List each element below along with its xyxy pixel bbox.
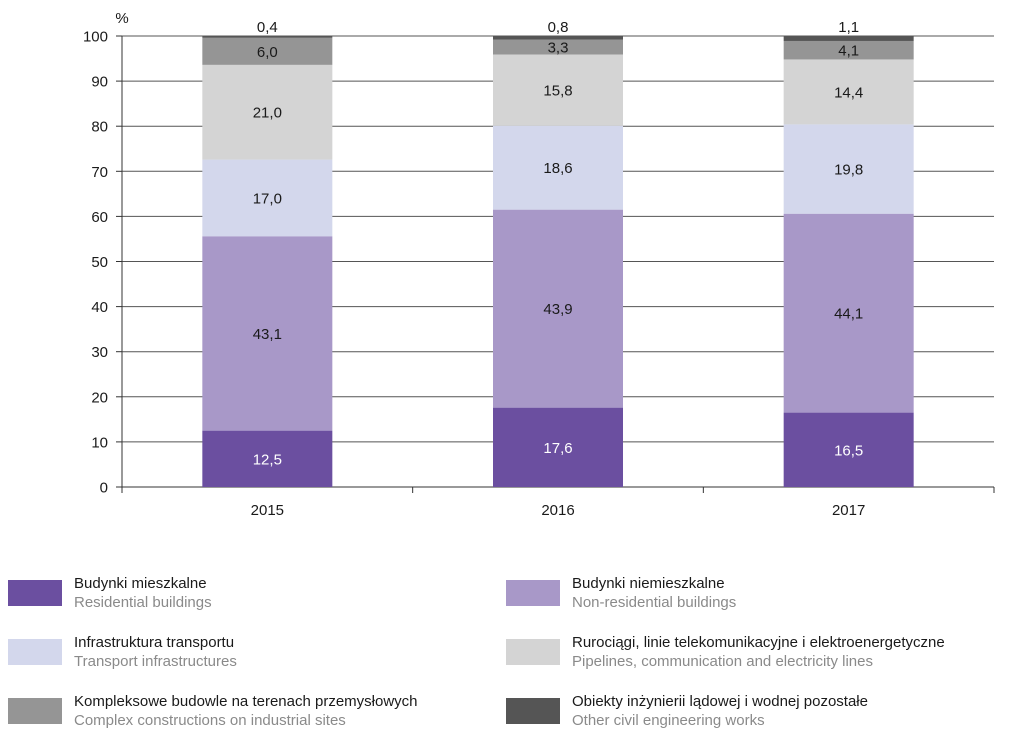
data-label: 17,6: [543, 440, 572, 457]
legend-label-en: Residential buildings: [74, 594, 212, 611]
data-label: 14,4: [834, 84, 863, 101]
legend-label-pl: Obiekty inżynierii lądowej i wodnej pozo…: [572, 693, 868, 710]
bar-segment: [493, 209, 623, 408]
data-label: 21,0: [253, 105, 282, 122]
bar-segment: [202, 159, 333, 237]
data-label: 19,8: [834, 162, 863, 179]
data-label: 43,9: [543, 301, 572, 318]
y-tick-label: 60: [91, 209, 108, 226]
bar-segment: [202, 36, 333, 38]
legend-swatch: [506, 639, 560, 665]
legend-label-pl: Budynki niemieszkalne: [572, 575, 725, 592]
legend-label: Rurociągi, linie telekomunikacyjne i ele…: [572, 633, 945, 671]
bar-segment: [783, 124, 914, 214]
y-tick-label: 20: [91, 389, 108, 406]
legend-label: Budynki mieszkalne Residential buildings: [74, 574, 212, 612]
legend-label-en: Pipelines, communication and electricity…: [572, 653, 873, 670]
y-tick-label: 80: [91, 119, 108, 136]
bar-segment: [493, 54, 623, 126]
data-label: 0,4: [257, 19, 278, 36]
legend-swatch: [8, 639, 62, 665]
legend-label-en: Transport infrastructures: [74, 653, 237, 670]
data-label: 16,5: [834, 442, 863, 459]
data-label: 43,1: [253, 326, 282, 343]
legend-swatch: [506, 698, 560, 724]
legend-swatch: [8, 698, 62, 724]
legend-label-en: Non-residential buildings: [572, 594, 737, 611]
bar-segment: [493, 407, 623, 487]
y-tick-label: 90: [91, 74, 108, 91]
bar-segment: [202, 37, 333, 65]
data-label: 3,3: [548, 40, 569, 57]
data-label: 4,1: [838, 43, 859, 60]
x-tick-label: 2016: [541, 502, 574, 519]
data-label: 17,0: [253, 190, 282, 207]
y-tick-label: 100: [83, 29, 108, 46]
legend-label-pl: Kompleksowe budowle na terenach przemysł…: [74, 693, 418, 710]
legend-label: Infrastruktura transportu Transport infr…: [74, 633, 237, 671]
legend-label-en: Other civil engineering works: [572, 712, 765, 729]
legend-swatch: [8, 580, 62, 606]
y-tick-label: 10: [91, 434, 108, 451]
legend-swatch: [506, 580, 560, 606]
legend-label: Obiekty inżynierii lądowej i wodnej pozo…: [572, 692, 868, 730]
y-tick-label: 50: [91, 254, 108, 271]
data-label: 44,1: [834, 306, 863, 323]
data-label: 12,5: [253, 451, 282, 468]
y-tick-label: 0: [100, 480, 108, 497]
bar-segment: [783, 59, 914, 125]
data-label: 6,0: [257, 44, 278, 61]
bar-segment: [493, 36, 623, 40]
data-label: 15,8: [543, 83, 572, 100]
bar-segment: [202, 236, 333, 431]
bar-segment: [783, 412, 914, 487]
y-tick-label: 40: [91, 299, 108, 316]
bar-segment: [783, 36, 914, 41]
bar-segment: [493, 125, 623, 210]
bar-segment: [202, 64, 333, 160]
x-tick-label: 2015: [251, 502, 284, 519]
y-tick-label: 30: [91, 344, 108, 361]
legend-label-pl: Budynki mieszkalne: [74, 575, 207, 592]
x-tick-label: 2017: [832, 502, 865, 519]
y-axis-label: %: [115, 10, 128, 27]
legend-label-pl: Infrastruktura transportu: [74, 634, 235, 651]
data-label: 1,1: [838, 19, 859, 36]
legend-label-pl: Rurociągi, linie telekomunikacyjne i ele…: [572, 634, 945, 651]
legend-label: Kompleksowe budowle na terenach przemysł…: [74, 692, 418, 730]
bar-segment: [493, 39, 623, 55]
legend-label-en: Complex constructions on industrial site…: [74, 712, 346, 729]
y-tick-label: 70: [91, 164, 108, 181]
bar-segment: [783, 213, 914, 413]
data-label: 18,6: [543, 160, 572, 177]
stacked-bar-chart: 0 10 20 30 40 50 60 70 80 90 100% 12,5 43,1 17,0 21,0 6…: [83, 10, 995, 519]
data-label: 0,8: [548, 19, 569, 36]
legend-label: Budynki niemieszkalne Non-residential bu…: [572, 574, 736, 612]
bar-segment: [202, 430, 333, 487]
bar-segment: [783, 40, 914, 60]
